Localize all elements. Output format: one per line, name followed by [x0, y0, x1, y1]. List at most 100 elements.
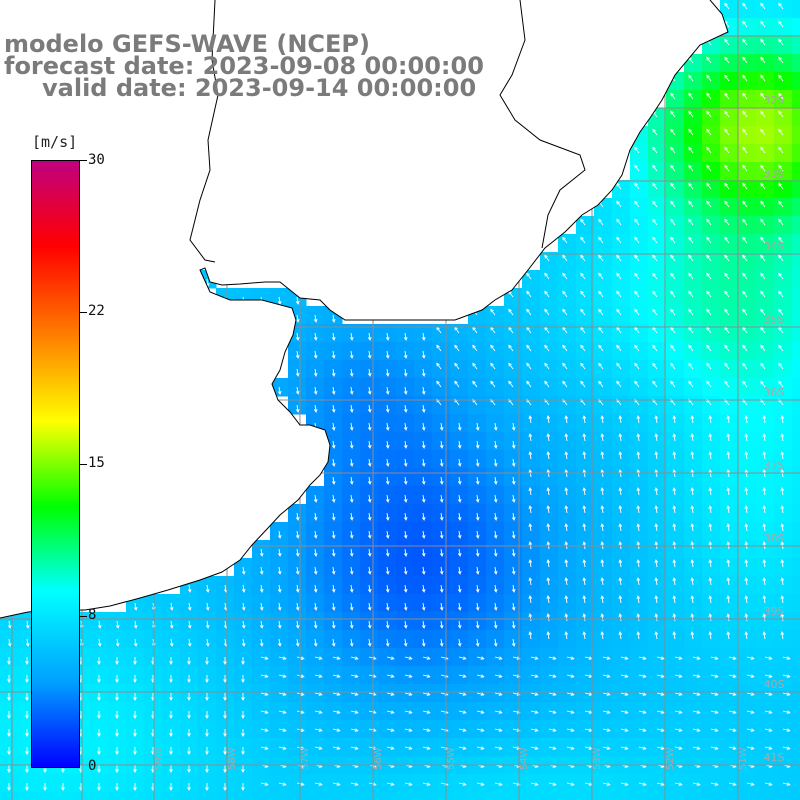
- wind-arrow: [564, 595, 569, 604]
- field-cell: [720, 576, 739, 595]
- wind-arrow: [493, 602, 498, 611]
- field-cell: [792, 774, 800, 793]
- wind-arrow: [634, 200, 640, 208]
- field-cell: [630, 360, 649, 379]
- field-cell: [648, 486, 667, 505]
- wind-arrow: [133, 747, 137, 755]
- field-cell: [522, 396, 541, 415]
- wind-arrow: [600, 577, 605, 586]
- wind-arrow: [278, 674, 287, 678]
- wind-arrow: [760, 20, 766, 28]
- wind-arrow: [331, 386, 336, 395]
- field-cell: [540, 450, 559, 469]
- field-cell: [792, 594, 800, 613]
- wind-arrow: [493, 638, 498, 647]
- field-cell: [756, 36, 775, 55]
- wind-arrow: [241, 657, 245, 665]
- wind-arrow: [277, 584, 282, 593]
- wind-arrow: [115, 711, 119, 719]
- field-cell: [684, 198, 703, 217]
- wind-arrow: [313, 350, 318, 359]
- wind-arrow: [672, 577, 677, 586]
- wind-arrow: [674, 674, 683, 678]
- field-cell: [774, 198, 793, 217]
- wind-arrow: [422, 692, 431, 696]
- field-cell: [666, 630, 685, 649]
- wind-arrow: [764, 728, 773, 732]
- wind-arrow: [403, 548, 408, 557]
- wind-arrow: [439, 530, 444, 539]
- wind-arrow: [97, 693, 101, 701]
- wind-arrow: [97, 657, 101, 665]
- wind-arrow: [7, 675, 11, 683]
- wind-arrow: [350, 710, 359, 714]
- wind-arrow: [564, 613, 569, 622]
- field-cell: [468, 792, 487, 800]
- wind-arrow: [688, 290, 694, 298]
- field-cell: [522, 378, 541, 397]
- wind-arrow: [546, 577, 551, 586]
- field-cell: [648, 450, 667, 469]
- wind-arrow: [778, 362, 784, 370]
- wind-arrow: [744, 523, 749, 532]
- wind-arrow: [634, 146, 640, 154]
- wind-arrow: [564, 487, 569, 496]
- field-cell: [720, 126, 739, 145]
- wind-arrow: [476, 656, 485, 660]
- field-cell: [432, 378, 451, 397]
- wind-arrow: [403, 386, 408, 395]
- wind-arrow: [367, 386, 372, 395]
- field-cell: [486, 396, 505, 415]
- wind-arrow: [724, 74, 730, 82]
- wind-arrow: [349, 584, 354, 593]
- wind-arrow: [688, 308, 694, 316]
- field-cell: [738, 540, 757, 559]
- wind-arrow: [115, 783, 119, 791]
- field-cell: [576, 432, 595, 451]
- wind-arrow: [726, 505, 731, 514]
- wind-arrow: [25, 638, 30, 647]
- wind-arrow: [421, 476, 426, 485]
- field-cell: [756, 576, 775, 595]
- wind-arrow: [742, 74, 748, 82]
- wind-arrow: [600, 415, 605, 424]
- wind-arrow: [403, 422, 408, 431]
- field-cell: [576, 486, 595, 505]
- lon-label: 58W: [227, 747, 238, 770]
- field-cell: [648, 594, 667, 613]
- wind-arrow: [223, 657, 227, 665]
- wind-arrow: [493, 494, 498, 503]
- field-cell: [522, 432, 541, 451]
- wind-arrow: [403, 458, 408, 467]
- wind-arrow: [205, 675, 209, 683]
- field-cell: [720, 288, 739, 307]
- wind-arrow: [133, 620, 138, 629]
- wind-arrow: [564, 559, 569, 568]
- wind-arrow: [331, 314, 336, 323]
- wind-arrow: [511, 440, 516, 449]
- field-cell: [540, 306, 559, 325]
- field-cell: [504, 342, 523, 361]
- wind-arrow: [654, 433, 659, 442]
- wind-arrow: [187, 783, 191, 791]
- field-cell: [666, 432, 685, 451]
- field-cell: [612, 216, 631, 235]
- wind-arrow: [618, 595, 623, 604]
- field-cell: [702, 270, 721, 289]
- wind-arrow: [493, 458, 498, 467]
- wind-arrow: [780, 613, 785, 622]
- wind-arrow: [476, 710, 485, 714]
- field-cell: [594, 378, 613, 397]
- wind-arrow: [672, 613, 677, 622]
- wind-arrow: [295, 548, 300, 557]
- wind-arrow: [241, 711, 245, 719]
- wind-arrow: [546, 613, 551, 622]
- field-cell: [594, 414, 613, 433]
- wind-arrow: [778, 254, 784, 262]
- wind-arrow: [692, 728, 701, 732]
- wind-arrow: [654, 451, 659, 460]
- wind-arrow: [421, 566, 426, 575]
- wind-arrow: [620, 710, 629, 714]
- legend-tickmark: [79, 160, 87, 161]
- wind-arrow: [598, 362, 604, 370]
